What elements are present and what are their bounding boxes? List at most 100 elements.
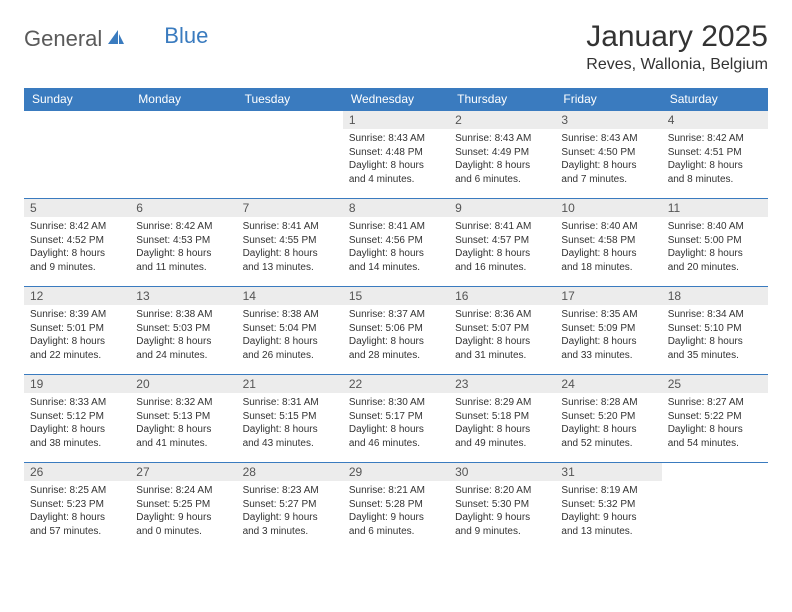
day-number: 24 <box>555 375 661 393</box>
week-row: 1Sunrise: 8:43 AMSunset: 4:48 PMDaylight… <box>24 111 768 199</box>
day-info: Sunrise: 8:43 AMSunset: 4:50 PMDaylight:… <box>555 129 661 190</box>
day-number: 14 <box>237 287 343 305</box>
day-number: 9 <box>449 199 555 217</box>
day-cell: 9Sunrise: 8:41 AMSunset: 4:57 PMDaylight… <box>449 199 555 287</box>
day-info: Sunrise: 8:40 AMSunset: 4:58 PMDaylight:… <box>555 217 661 278</box>
day-header: Friday <box>555 88 661 111</box>
day-info: Sunrise: 8:42 AMSunset: 4:51 PMDaylight:… <box>662 129 768 190</box>
day-cell: 10Sunrise: 8:40 AMSunset: 4:58 PMDayligh… <box>555 199 661 287</box>
day-cell: 5Sunrise: 8:42 AMSunset: 4:52 PMDaylight… <box>24 199 130 287</box>
day-info: Sunrise: 8:21 AMSunset: 5:28 PMDaylight:… <box>343 481 449 542</box>
day-header: Wednesday <box>343 88 449 111</box>
day-cell: 23Sunrise: 8:29 AMSunset: 5:18 PMDayligh… <box>449 375 555 463</box>
day-header: Monday <box>130 88 236 111</box>
day-header: Tuesday <box>237 88 343 111</box>
day-cell: 29Sunrise: 8:21 AMSunset: 5:28 PMDayligh… <box>343 463 449 551</box>
day-cell: 6Sunrise: 8:42 AMSunset: 4:53 PMDaylight… <box>130 199 236 287</box>
day-cell: 17Sunrise: 8:35 AMSunset: 5:09 PMDayligh… <box>555 287 661 375</box>
logo: General Blue <box>24 26 208 52</box>
day-number: 18 <box>662 287 768 305</box>
day-cell: 16Sunrise: 8:36 AMSunset: 5:07 PMDayligh… <box>449 287 555 375</box>
day-number: 16 <box>449 287 555 305</box>
day-info: Sunrise: 8:36 AMSunset: 5:07 PMDaylight:… <box>449 305 555 366</box>
day-info: Sunrise: 8:42 AMSunset: 4:52 PMDaylight:… <box>24 217 130 278</box>
day-cell: 22Sunrise: 8:30 AMSunset: 5:17 PMDayligh… <box>343 375 449 463</box>
day-number: 17 <box>555 287 661 305</box>
day-number: 23 <box>449 375 555 393</box>
header: General Blue January 2025 Reves, Walloni… <box>24 20 768 74</box>
day-number: 12 <box>24 287 130 305</box>
day-cell: 19Sunrise: 8:33 AMSunset: 5:12 PMDayligh… <box>24 375 130 463</box>
day-info: Sunrise: 8:34 AMSunset: 5:10 PMDaylight:… <box>662 305 768 366</box>
month-title: January 2025 <box>586 20 768 54</box>
location: Reves, Wallonia, Belgium <box>586 56 768 74</box>
calendar-table: SundayMondayTuesdayWednesdayThursdayFrid… <box>24 88 768 551</box>
day-info: Sunrise: 8:38 AMSunset: 5:03 PMDaylight:… <box>130 305 236 366</box>
day-cell: 13Sunrise: 8:38 AMSunset: 5:03 PMDayligh… <box>130 287 236 375</box>
day-number: 8 <box>343 199 449 217</box>
day-cell: 27Sunrise: 8:24 AMSunset: 5:25 PMDayligh… <box>130 463 236 551</box>
day-number: 30 <box>449 463 555 481</box>
day-number: 26 <box>24 463 130 481</box>
day-number: 6 <box>130 199 236 217</box>
day-cell: 7Sunrise: 8:41 AMSunset: 4:55 PMDaylight… <box>237 199 343 287</box>
logo-text-blue: Blue <box>164 23 208 49</box>
day-header: Thursday <box>449 88 555 111</box>
day-cell: 15Sunrise: 8:37 AMSunset: 5:06 PMDayligh… <box>343 287 449 375</box>
day-number: 13 <box>130 287 236 305</box>
day-info: Sunrise: 8:28 AMSunset: 5:20 PMDaylight:… <box>555 393 661 454</box>
day-cell <box>130 111 236 199</box>
day-info: Sunrise: 8:35 AMSunset: 5:09 PMDaylight:… <box>555 305 661 366</box>
day-number: 2 <box>449 111 555 129</box>
day-cell: 11Sunrise: 8:40 AMSunset: 5:00 PMDayligh… <box>662 199 768 287</box>
day-number: 25 <box>662 375 768 393</box>
day-number: 7 <box>237 199 343 217</box>
day-cell: 24Sunrise: 8:28 AMSunset: 5:20 PMDayligh… <box>555 375 661 463</box>
day-number: 11 <box>662 199 768 217</box>
day-info: Sunrise: 8:20 AMSunset: 5:30 PMDaylight:… <box>449 481 555 542</box>
day-info: Sunrise: 8:25 AMSunset: 5:23 PMDaylight:… <box>24 481 130 542</box>
week-row: 19Sunrise: 8:33 AMSunset: 5:12 PMDayligh… <box>24 375 768 463</box>
day-header: Saturday <box>662 88 768 111</box>
day-number: 21 <box>237 375 343 393</box>
day-info: Sunrise: 8:32 AMSunset: 5:13 PMDaylight:… <box>130 393 236 454</box>
day-info: Sunrise: 8:41 AMSunset: 4:57 PMDaylight:… <box>449 217 555 278</box>
day-info: Sunrise: 8:43 AMSunset: 4:48 PMDaylight:… <box>343 129 449 190</box>
day-cell: 2Sunrise: 8:43 AMSunset: 4:49 PMDaylight… <box>449 111 555 199</box>
day-cell: 30Sunrise: 8:20 AMSunset: 5:30 PMDayligh… <box>449 463 555 551</box>
day-number: 31 <box>555 463 661 481</box>
day-info: Sunrise: 8:24 AMSunset: 5:25 PMDaylight:… <box>130 481 236 542</box>
day-info: Sunrise: 8:27 AMSunset: 5:22 PMDaylight:… <box>662 393 768 454</box>
day-info: Sunrise: 8:30 AMSunset: 5:17 PMDaylight:… <box>343 393 449 454</box>
day-number: 22 <box>343 375 449 393</box>
day-info: Sunrise: 8:23 AMSunset: 5:27 PMDaylight:… <box>237 481 343 542</box>
day-cell: 12Sunrise: 8:39 AMSunset: 5:01 PMDayligh… <box>24 287 130 375</box>
week-row: 26Sunrise: 8:25 AMSunset: 5:23 PMDayligh… <box>24 463 768 551</box>
day-info: Sunrise: 8:43 AMSunset: 4:49 PMDaylight:… <box>449 129 555 190</box>
day-number: 3 <box>555 111 661 129</box>
day-number: 20 <box>130 375 236 393</box>
day-cell: 26Sunrise: 8:25 AMSunset: 5:23 PMDayligh… <box>24 463 130 551</box>
day-info: Sunrise: 8:40 AMSunset: 5:00 PMDaylight:… <box>662 217 768 278</box>
day-cell: 8Sunrise: 8:41 AMSunset: 4:56 PMDaylight… <box>343 199 449 287</box>
day-info: Sunrise: 8:33 AMSunset: 5:12 PMDaylight:… <box>24 393 130 454</box>
day-info: Sunrise: 8:37 AMSunset: 5:06 PMDaylight:… <box>343 305 449 366</box>
day-cell <box>24 111 130 199</box>
day-number: 19 <box>24 375 130 393</box>
week-row: 12Sunrise: 8:39 AMSunset: 5:01 PMDayligh… <box>24 287 768 375</box>
day-info: Sunrise: 8:19 AMSunset: 5:32 PMDaylight:… <box>555 481 661 542</box>
day-info: Sunrise: 8:31 AMSunset: 5:15 PMDaylight:… <box>237 393 343 454</box>
day-info: Sunrise: 8:41 AMSunset: 4:56 PMDaylight:… <box>343 217 449 278</box>
day-cell: 28Sunrise: 8:23 AMSunset: 5:27 PMDayligh… <box>237 463 343 551</box>
day-info: Sunrise: 8:41 AMSunset: 4:55 PMDaylight:… <box>237 217 343 278</box>
week-row: 5Sunrise: 8:42 AMSunset: 4:52 PMDaylight… <box>24 199 768 287</box>
day-header-row: SundayMondayTuesdayWednesdayThursdayFrid… <box>24 88 768 111</box>
day-number: 29 <box>343 463 449 481</box>
logo-text-general: General <box>24 26 102 52</box>
day-cell: 1Sunrise: 8:43 AMSunset: 4:48 PMDaylight… <box>343 111 449 199</box>
day-header: Sunday <box>24 88 130 111</box>
logo-sail-icon <box>106 28 126 51</box>
day-cell: 21Sunrise: 8:31 AMSunset: 5:15 PMDayligh… <box>237 375 343 463</box>
title-block: January 2025 Reves, Wallonia, Belgium <box>586 20 768 74</box>
day-cell: 20Sunrise: 8:32 AMSunset: 5:13 PMDayligh… <box>130 375 236 463</box>
